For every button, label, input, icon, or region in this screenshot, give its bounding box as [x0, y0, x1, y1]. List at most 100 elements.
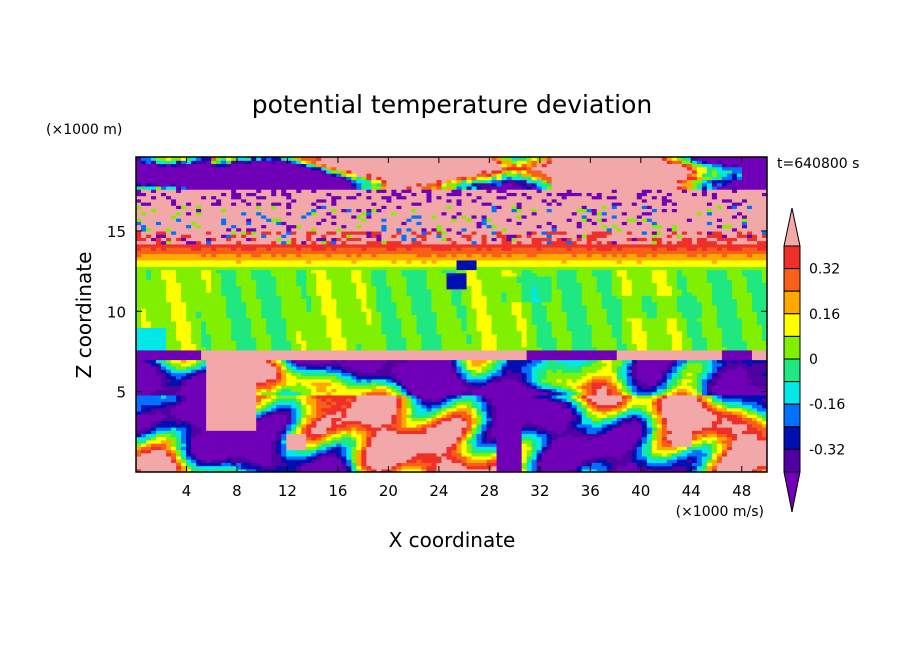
- contour-cell: [671, 160, 683, 165]
- contour-cell: [686, 247, 698, 251]
- contour-cell: [411, 414, 433, 418]
- contour-cell: [306, 237, 312, 242]
- contour-cell: [406, 279, 428, 283]
- contour-cell: [356, 185, 362, 190]
- contour-cell: [176, 439, 182, 444]
- contour-cell: [641, 423, 648, 428]
- contour-cell: [731, 202, 743, 206]
- x-tick-label: 4: [182, 482, 192, 500]
- contour-cell: [306, 230, 317, 235]
- contour-cell: [706, 189, 733, 193]
- contour-cell: [521, 205, 583, 210]
- contour-cell: [161, 394, 167, 399]
- contour-cell: [301, 163, 307, 168]
- contour-cell: [331, 208, 337, 213]
- contour-cell: [301, 247, 312, 251]
- contour-cell: [136, 407, 142, 412]
- contour-cell: [656, 388, 663, 393]
- contour-cell: [296, 275, 307, 280]
- contour-cell: [336, 173, 342, 177]
- contour-cell: [631, 340, 648, 345]
- contour-cell: [526, 465, 533, 470]
- contour-cell: [366, 282, 372, 287]
- contour-cell: [486, 189, 493, 193]
- x-tick-label: 24: [429, 482, 448, 500]
- contour-cell: [181, 218, 222, 222]
- contour-cell: [601, 218, 608, 222]
- contour-cell: [321, 407, 347, 412]
- contour-cell: [526, 230, 533, 235]
- contour-cell: [461, 391, 473, 396]
- contour-cell: [136, 337, 167, 341]
- contour-cell: [356, 372, 398, 377]
- contour-cell: [711, 391, 718, 396]
- contour-cell: [606, 385, 618, 390]
- contour-cell: [491, 439, 498, 444]
- contour-cell: [491, 430, 523, 435]
- contour-cell: [211, 253, 217, 258]
- contour-cell: [436, 423, 468, 428]
- contour-cell: [466, 253, 473, 258]
- contour-cell: [521, 272, 538, 277]
- contour-cell: [291, 195, 332, 200]
- contour-cell: [591, 362, 608, 367]
- contour-cell: [181, 433, 187, 438]
- contour-cell: [541, 160, 548, 165]
- contour-cell: [201, 337, 212, 341]
- contour-cell: [166, 449, 172, 454]
- contour-cell: [521, 308, 533, 312]
- contour-cell: [711, 185, 718, 190]
- contour-cell: [166, 446, 172, 451]
- contour-cell: [281, 308, 307, 312]
- contour-cell: [491, 427, 523, 431]
- contour-cell: [706, 362, 713, 367]
- contour-cell: [486, 414, 493, 418]
- contour-cell: [181, 459, 187, 463]
- contour-cell: [326, 388, 332, 393]
- contour-cell: [591, 401, 598, 406]
- contour-cell: [651, 443, 658, 447]
- contour-cell: [631, 455, 638, 460]
- contour-cell: [301, 333, 327, 338]
- contour-cell: [301, 160, 307, 165]
- contour-cell: [706, 398, 713, 402]
- contour-cell: [256, 340, 272, 345]
- contour-cell: [301, 337, 332, 341]
- contour-cell: [306, 394, 312, 399]
- contour-cell: [221, 208, 227, 213]
- contour-cell: [346, 237, 362, 242]
- contour-cell: [286, 455, 307, 460]
- contour-cell: [566, 401, 573, 406]
- contour-cell: [496, 468, 523, 472]
- contour-cell: [331, 378, 342, 383]
- contour-cell: [616, 240, 653, 245]
- contour-cell: [376, 176, 382, 181]
- contour-cell: [226, 218, 247, 222]
- contour-cell: [551, 160, 668, 165]
- contour-cell: [521, 375, 528, 380]
- contour-cell: [311, 459, 317, 463]
- contour-cell: [736, 234, 748, 238]
- contour-cell: [486, 372, 493, 377]
- contour-cell: [531, 365, 543, 370]
- contour-cell: [601, 240, 608, 245]
- contour-cell: [701, 311, 718, 316]
- contour-cell: [696, 298, 713, 303]
- contour-cell: [706, 391, 713, 396]
- contour-cell: [671, 372, 678, 377]
- contour-cell: [351, 462, 357, 467]
- contour-cell: [671, 198, 723, 203]
- contour-cell: [281, 388, 292, 393]
- contour-cell: [721, 340, 748, 345]
- contour-cell: [171, 427, 177, 431]
- contour-cell: [676, 269, 683, 274]
- contour-cell: [491, 404, 498, 409]
- contour-cell: [236, 189, 257, 193]
- colorbar-tick-label: 0: [809, 352, 818, 368]
- contour-cell: [626, 404, 633, 409]
- contour-cell: [211, 275, 222, 280]
- contour-cell: [646, 346, 673, 351]
- contour-cell: [366, 218, 382, 222]
- contour-cell: [321, 446, 327, 451]
- contour-cell: [421, 340, 443, 345]
